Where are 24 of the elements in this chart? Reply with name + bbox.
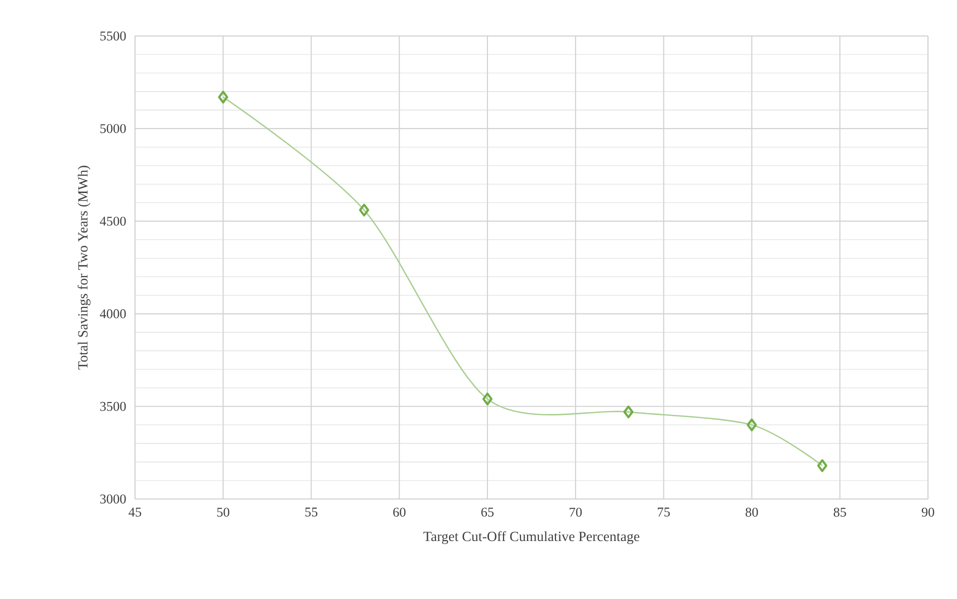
- x-tick-label: 85: [834, 508, 846, 517]
- x-axis-title: Target Cut-Off Cumulative Percentage: [423, 531, 640, 544]
- point: [746, 418, 757, 432]
- point: [623, 406, 634, 418]
- x-tick-label: 55: [305, 508, 318, 517]
- x-tick-label: 45: [128, 508, 142, 517]
- y-tick-label: 3500: [100, 402, 126, 411]
- point: [218, 90, 228, 104]
- y-tick-label: 4000: [100, 309, 126, 318]
- x-tick-label: 80: [746, 508, 758, 517]
- y-tick-label: 3000: [100, 494, 126, 504]
- point: [359, 204, 370, 216]
- x-tick-label: 70: [570, 508, 582, 517]
- y-tick-label: 4500: [100, 216, 126, 226]
- y-axis-title: Total Savings for Two Years (MWh): [78, 166, 90, 370]
- x-tick-label: 50: [217, 508, 230, 517]
- x-tick-label: 60: [393, 508, 406, 517]
- x-tick-label: 90: [922, 508, 934, 517]
- x-tick-label: 75: [658, 508, 670, 517]
- point: [482, 392, 493, 406]
- point: [817, 459, 828, 472]
- y-tick-label: 5000: [100, 124, 126, 134]
- x-tick-label: 65: [481, 508, 494, 517]
- y-tick-label: 5500: [100, 31, 126, 40]
